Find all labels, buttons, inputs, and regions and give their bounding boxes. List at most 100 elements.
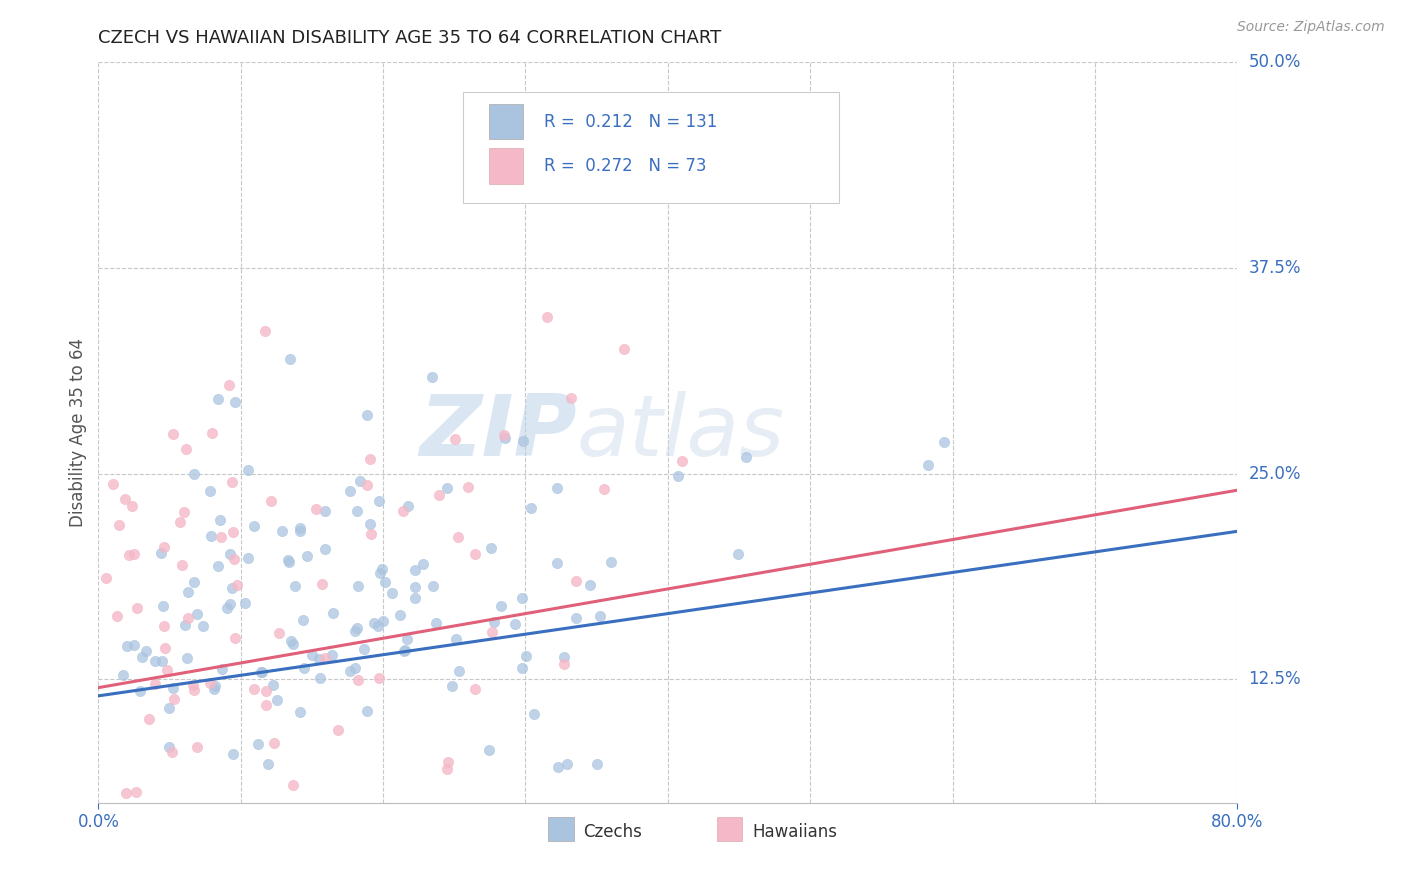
Point [404,563,426,577]
Point [314,651,336,665]
Text: Czechs: Czechs [583,823,643,841]
Point [125,601,148,615]
Point [288,705,311,719]
Point [263,736,285,750]
Text: Source: ZipAtlas.com: Source: ZipAtlas.com [1237,20,1385,34]
Point [238,463,260,477]
Point [436,762,458,776]
Point [457,480,479,494]
Point [222,551,245,566]
Point [613,342,636,356]
Point [200,529,222,543]
Point [221,747,243,762]
Text: Hawaiians: Hawaiians [752,823,837,841]
Point [599,555,621,569]
Point [440,679,463,693]
Point [177,585,200,599]
Point [176,651,198,665]
Point [143,653,166,667]
Point [309,672,332,686]
Point [339,483,361,498]
Point [221,475,243,489]
Point [443,432,465,446]
Point [157,701,180,715]
Text: ZIP: ZIP [419,391,576,475]
Point [394,642,416,657]
Point [381,585,404,599]
Point [201,425,224,440]
Point [204,812,226,826]
Point [160,745,183,759]
Point [515,648,537,663]
Point [125,812,148,826]
Point [191,619,214,633]
Text: atlas: atlas [576,391,785,475]
Point [560,391,582,405]
Point [346,621,368,635]
Point [404,580,426,594]
Point [546,557,568,571]
Point [177,610,200,624]
Point [224,632,246,646]
Point [344,624,367,639]
Point [368,566,391,580]
Point [553,650,575,665]
Point [297,549,319,563]
Point [553,657,575,672]
Point [162,427,184,442]
Point [311,577,333,591]
Point [464,682,486,697]
Point [236,551,259,566]
Point [565,574,588,588]
Point [200,676,222,690]
Point [186,739,208,754]
Point [339,664,361,678]
Point [482,615,505,629]
Point [101,476,124,491]
Point [344,661,367,675]
Point [224,394,246,409]
Point [734,450,756,464]
Point [288,524,311,538]
Point [163,692,186,706]
Point [727,547,749,561]
Y-axis label: Disability Age 35 to 64: Disability Age 35 to 64 [69,338,87,527]
Point [479,541,502,556]
Point [218,378,240,392]
FancyBboxPatch shape [489,103,523,139]
Point [917,458,939,473]
Point [153,640,176,655]
Point [593,483,616,497]
Point [243,519,266,533]
Point [266,693,288,707]
Point [200,484,222,499]
Point [172,558,194,572]
Point [321,648,343,662]
Point [262,678,284,692]
Point [346,579,368,593]
Point [277,555,299,569]
Point [143,676,166,690]
Point [281,637,304,651]
Point [388,608,411,623]
Point [284,579,307,593]
Point [301,648,323,662]
Point [464,547,486,561]
Point [585,757,607,772]
Text: 25.0%: 25.0% [1249,465,1301,483]
Point [243,682,266,697]
Point [254,684,277,698]
Point [304,502,326,516]
Point [149,545,172,559]
Point [346,504,368,518]
Point [314,542,336,557]
Point [494,432,516,446]
Point [314,504,336,518]
Point [447,530,470,544]
Point [221,582,243,596]
Point [491,599,513,614]
Point [181,678,204,692]
Point [510,591,533,606]
Point [152,599,174,613]
Point [122,638,145,652]
